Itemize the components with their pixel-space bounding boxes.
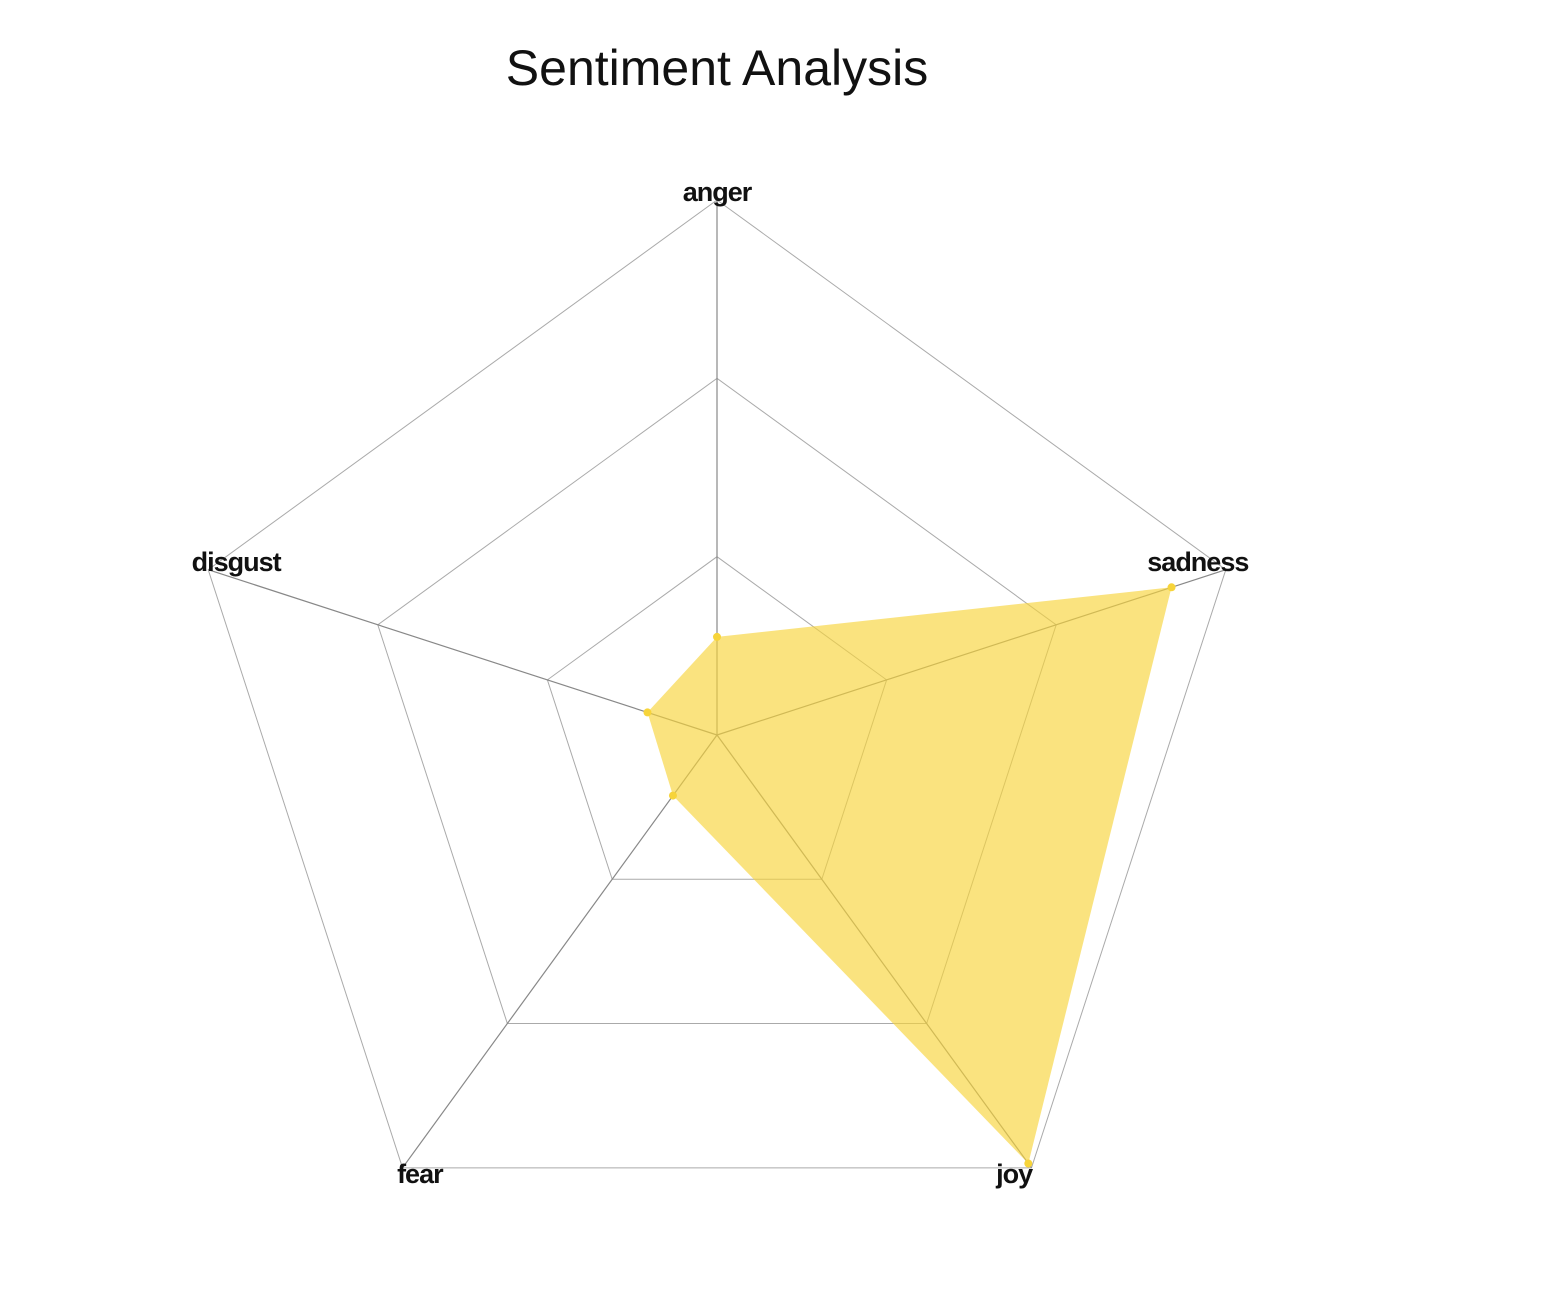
series-area: [647, 587, 1172, 1164]
data-point: [643, 708, 652, 717]
data-point: [1167, 583, 1176, 592]
data-point: [668, 791, 677, 800]
chart-title: Sentiment Analysis: [506, 40, 928, 96]
axis-label: anger: [683, 177, 753, 207]
data-point: [1024, 1159, 1033, 1168]
axis-label: disgust: [192, 547, 282, 577]
axis-spoke: [207, 569, 718, 736]
axis-label: sadness: [1147, 547, 1248, 577]
grid-ring: [207, 199, 1227, 1169]
axis-spoke: [402, 734, 718, 1169]
data-point: [713, 632, 721, 641]
grid-ring: [377, 377, 1057, 1025]
axis-label: fear: [397, 1159, 444, 1189]
